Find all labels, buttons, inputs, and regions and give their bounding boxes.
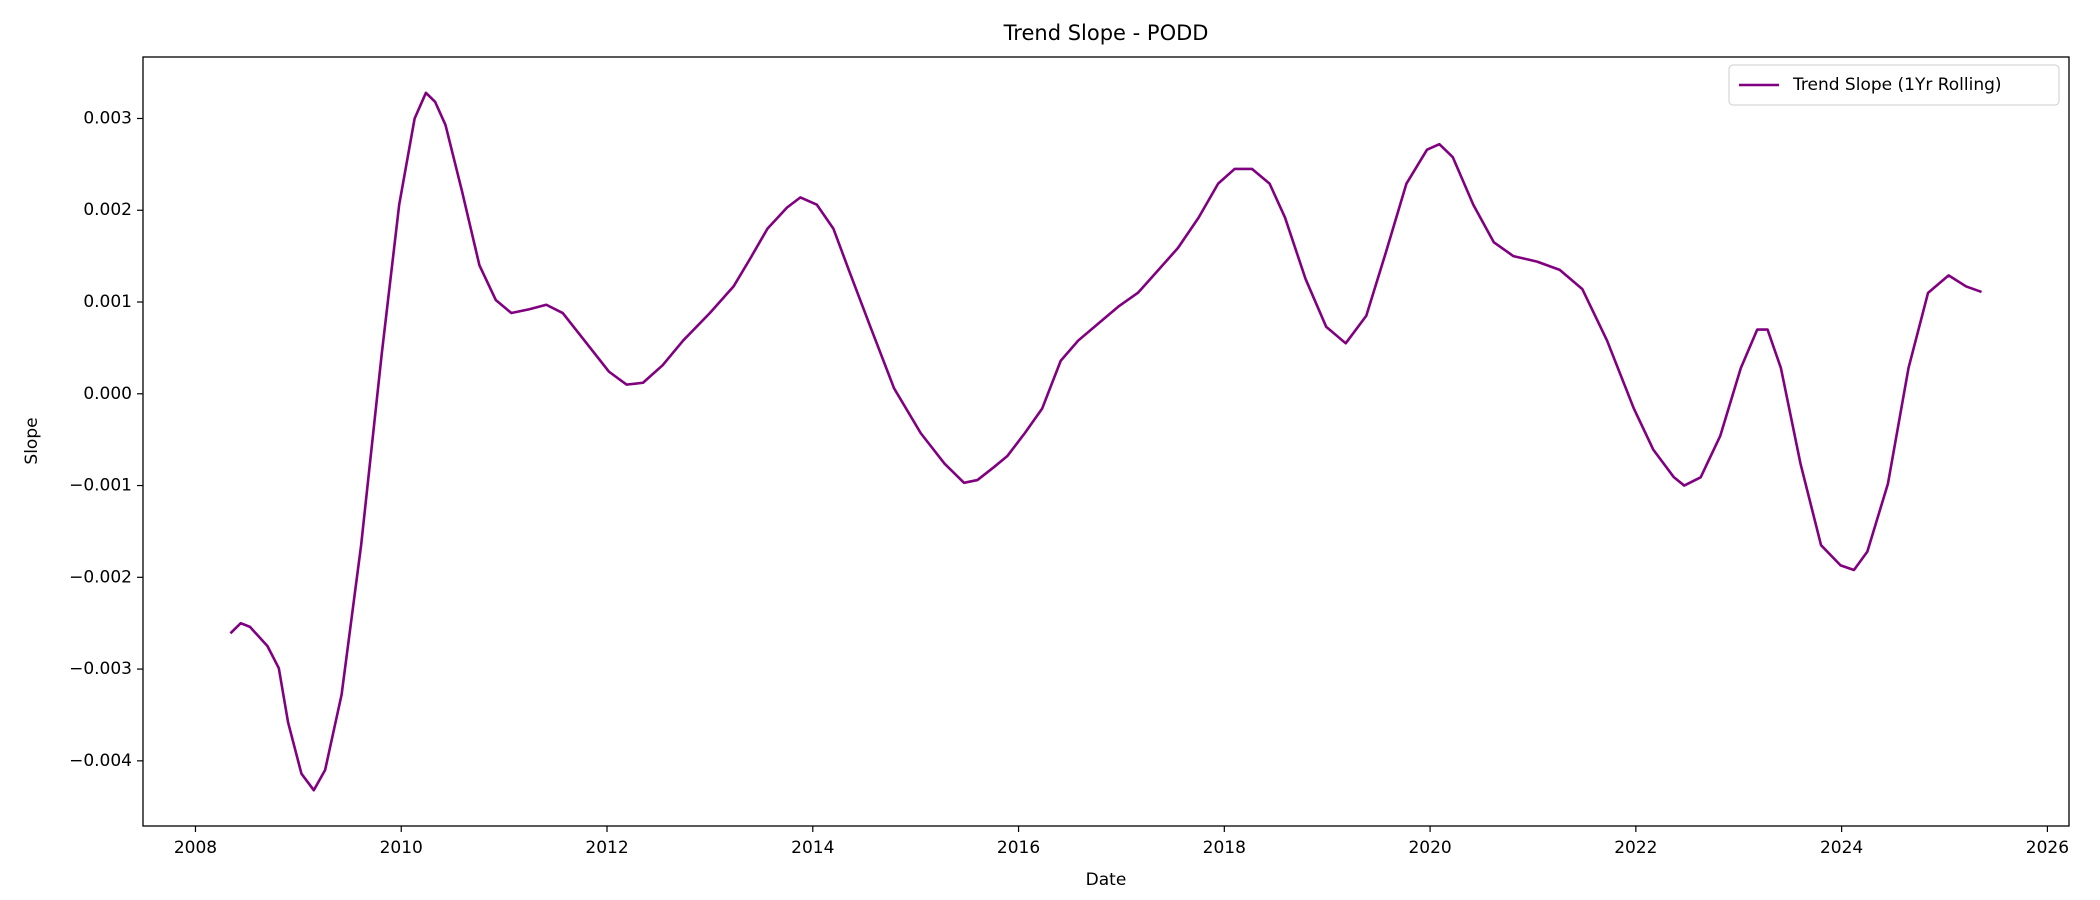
y-tick-label: 0.000 — [83, 384, 132, 404]
legend-label: Trend Slope (1Yr Rolling) — [1792, 75, 2002, 95]
x-tick-label: 2020 — [1408, 838, 1451, 858]
x-tick-label: 2026 — [2026, 838, 2069, 858]
y-tick-label: 0.003 — [83, 108, 132, 128]
y-tick-label: 0.001 — [83, 292, 132, 312]
y-tick-label: −0.004 — [69, 751, 132, 771]
x-tick-label: 2014 — [791, 838, 834, 858]
y-tick-label: −0.002 — [69, 567, 132, 587]
x-tick-label: 2022 — [1614, 838, 1657, 858]
y-tick-label: −0.001 — [69, 476, 132, 496]
x-tick-label: 2010 — [380, 838, 423, 858]
y-axis-label: Slope — [22, 417, 42, 464]
legend-box — [1728, 64, 2060, 106]
x-axis-label: Date — [1086, 870, 1127, 890]
chart-title: Trend Slope - PODD — [1003, 21, 1209, 45]
x-tick-label: 2016 — [997, 838, 1040, 858]
x-tick-label: 2012 — [585, 838, 628, 858]
y-tick-label: 0.002 — [83, 200, 132, 220]
x-tick-label: 2018 — [1203, 838, 1246, 858]
plot-frame — [142, 56, 2070, 827]
y-tick-label: −0.003 — [69, 659, 132, 679]
series-line — [229, 91, 1982, 792]
x-tick-label: 2024 — [1820, 838, 1863, 858]
x-tick-label: 2008 — [174, 838, 217, 858]
